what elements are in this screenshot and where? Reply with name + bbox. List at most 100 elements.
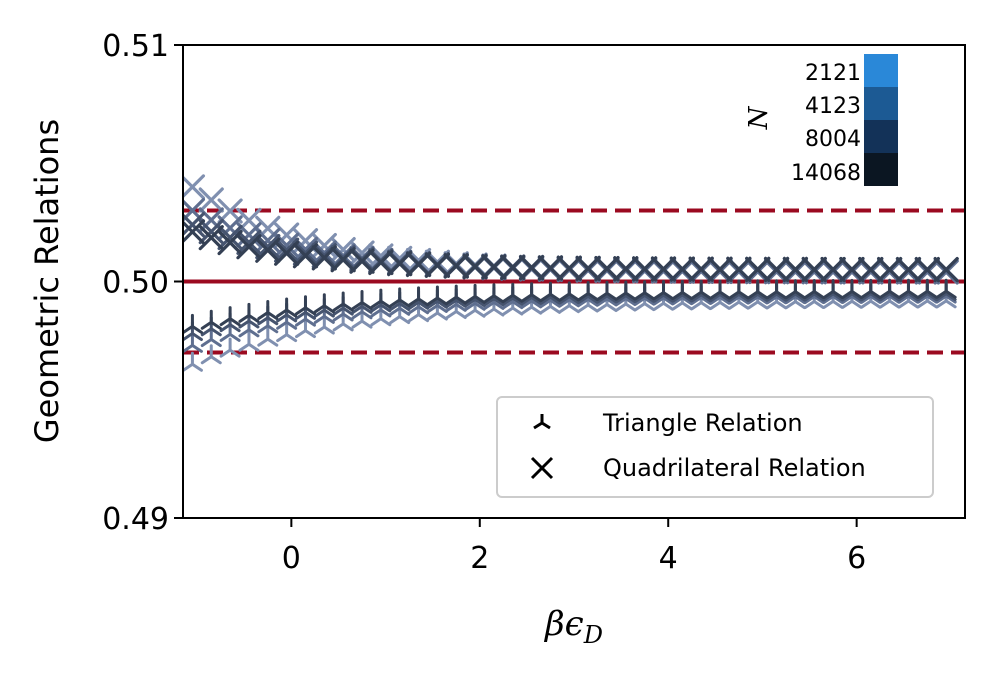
- marker-quadrilateral-14068-25: [650, 256, 677, 282]
- marker-quadrilateral-14068-19: [537, 255, 564, 281]
- marker-quadrilateral-14068-24: [632, 256, 658, 282]
- marker-triangle-14068-26: [671, 279, 693, 300]
- colorbar-label-8004: 8004: [805, 127, 861, 152]
- marker-triangle-14068-6: [294, 295, 316, 316]
- marker-triangle-2121-0: [183, 351, 203, 372]
- marker-quadrilateral-14068-13: [424, 252, 450, 278]
- marker-triangle-14068-2: [219, 306, 241, 327]
- marker-quadrilateral-14068-27: [688, 256, 714, 282]
- marker-quadrilateral-14068-35: [839, 256, 865, 283]
- colorbar-title: N: [744, 105, 774, 130]
- colorbar-swatch-2121: [864, 54, 898, 87]
- marker-quadrilateral-14068-26: [669, 256, 695, 282]
- marker-quadrilateral-14068-12: [405, 251, 432, 278]
- marker-quadrilateral-14068-15: [462, 253, 488, 280]
- marker-quadrilateral-14068-28: [707, 256, 733, 282]
- y-tick-label-1: 0.50: [102, 266, 169, 301]
- marker-quadrilateral-14068-11: [387, 251, 413, 277]
- marker-quadrilateral-14068-17: [500, 254, 526, 281]
- y-tick-label-2: 0.51: [102, 29, 169, 64]
- colorbar-label-4123: 4123: [805, 94, 861, 119]
- marker-quadrilateral-14068-31: [763, 256, 790, 283]
- marker-triangle-14068-1: [200, 309, 222, 330]
- marker-quadrilateral-14068-38: [895, 257, 922, 283]
- marker-triangle-2121-3: [238, 331, 260, 352]
- marker-triangle-14068-18: [521, 282, 543, 303]
- legend-marker-triangle: [533, 414, 551, 430]
- marker-quadrilateral-14068-16: [481, 254, 507, 280]
- marker-triangle-14068-36: [860, 278, 882, 299]
- marker-quadrilateral-2121-0: [183, 174, 206, 200]
- y-axis-title: Geometric Relations: [28, 119, 66, 443]
- legend: Triangle Relation Quadrilateral Relation: [496, 396, 934, 498]
- marker-quadrilateral-14068-0: [183, 219, 206, 245]
- marker-triangle-14068-9: [351, 289, 373, 310]
- marker-triangle-2121-1: [200, 344, 222, 365]
- marker-quadrilateral-14068-34: [820, 256, 846, 283]
- marker-triangle-14068-17: [502, 282, 524, 303]
- marker-triangle-14068-32: [784, 279, 806, 300]
- marker-quadrilateral-14068-39: [914, 257, 940, 283]
- x-axis-title: βϵD: [543, 604, 603, 649]
- marker-triangle-14068-15: [464, 283, 486, 304]
- marker-quadrilateral-14068-30: [745, 256, 771, 283]
- legend-box: [496, 396, 934, 498]
- marker-triangle-14068-39: [916, 278, 938, 299]
- marker-triangle-14068-8: [332, 291, 354, 312]
- legend-label-triangle: Triangle Relation: [602, 409, 803, 437]
- marker-triangle-14068-30: [747, 279, 769, 300]
- marker-triangle-14068-13: [426, 285, 448, 306]
- marker-triangle-14068-27: [690, 279, 712, 300]
- colorbar-swatch-4123: [864, 87, 898, 120]
- marker-quadrilateral-2121-2: [217, 198, 243, 224]
- x-tick-label-1: 2: [470, 541, 489, 576]
- marker-triangle-14068-24: [634, 280, 656, 301]
- marker-quadrilateral-14068-20: [556, 255, 582, 281]
- colorbar-legend: 2121 4123 8004 14068 N: [744, 54, 898, 186]
- marker-triangle-14068-19: [539, 281, 561, 302]
- marker-triangle-14068-3: [238, 302, 260, 323]
- marker-triangle-14068-23: [615, 280, 637, 301]
- marker-triangle-14068-31: [766, 279, 788, 300]
- x-axis-title-main: βϵ: [543, 604, 584, 644]
- marker-triangle-14068-14: [445, 284, 467, 305]
- marker-triangle-14068-20: [558, 281, 580, 302]
- colorbar-label-14068: 14068: [791, 161, 861, 186]
- marker-triangle-2121-2: [219, 337, 241, 358]
- y-tick-label-0: 0.49: [102, 502, 169, 537]
- marker-quadrilateral-14068-8: [330, 247, 356, 273]
- reference-lines: [183, 208, 965, 355]
- colorbar-swatch-14068: [864, 153, 898, 186]
- marker-triangle-14068-40: [935, 278, 957, 299]
- marker-triangle-14068-28: [709, 279, 731, 300]
- marker-quadrilateral-8004-1: [198, 219, 224, 245]
- marker-triangle-14068-16: [483, 283, 505, 304]
- marker-triangle-14068-29: [728, 279, 750, 300]
- legend-marker-x: [530, 456, 554, 480]
- marker-triangle-14068-34: [822, 278, 844, 299]
- marker-quadrilateral-8004-0: [183, 212, 206, 238]
- marker-triangle-14068-22: [596, 280, 618, 301]
- colorbar-label-2121: 2121: [805, 61, 861, 86]
- data-markers: [183, 174, 959, 372]
- marker-quadrilateral-14068-29: [726, 256, 752, 282]
- marker-quadrilateral-14068-7: [311, 245, 337, 271]
- marker-quadrilateral-14068-9: [349, 248, 375, 274]
- marker-quadrilateral-14068-40: [933, 257, 959, 283]
- marker-quadrilateral-14068-37: [877, 256, 903, 283]
- marker-quadrilateral-14068-21: [575, 255, 601, 282]
- marker-quadrilateral-14068-10: [368, 249, 394, 276]
- marker-triangle-14068-12: [408, 286, 430, 307]
- x-axis-title-subscript: D: [583, 621, 603, 649]
- marker-triangle-14068-37: [879, 278, 901, 299]
- x-tick-label-0: 0: [282, 541, 301, 576]
- legend-label-quadrilateral: Quadrilateral Relation: [603, 454, 866, 482]
- marker-quadrilateral-2121-1: [198, 187, 224, 213]
- x-axis-ticks: 0 2 4 6: [282, 518, 866, 576]
- marker-triangle-4123-0: [183, 332, 203, 353]
- y-axis-ticks: 0.49 0.50 0.51: [102, 29, 183, 537]
- marker-triangle-14068-35: [841, 278, 863, 299]
- marker-triangle-14068-7: [313, 293, 335, 314]
- marker-triangle-2121-5: [276, 322, 298, 343]
